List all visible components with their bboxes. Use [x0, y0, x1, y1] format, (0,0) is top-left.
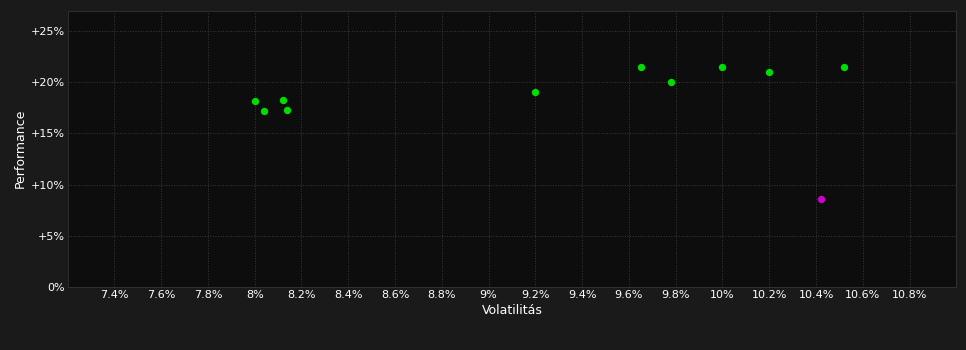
Point — [256, 108, 271, 114]
Point — [664, 79, 679, 85]
Point — [527, 90, 543, 95]
Point — [247, 98, 263, 103]
Point — [813, 196, 829, 202]
Point — [633, 64, 648, 70]
Point — [715, 64, 730, 70]
Point — [275, 97, 291, 103]
Point — [761, 69, 777, 75]
Point — [837, 64, 852, 70]
Y-axis label: Performance: Performance — [14, 109, 26, 188]
Point — [280, 107, 296, 113]
X-axis label: Volatilitás: Volatilitás — [481, 304, 543, 317]
